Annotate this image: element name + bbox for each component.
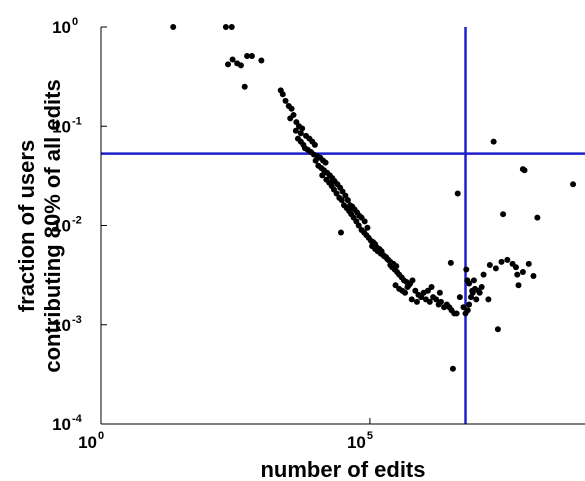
data-point [530, 272, 537, 279]
data-point [322, 159, 329, 166]
data-point [337, 229, 344, 236]
data-point [498, 258, 505, 265]
y-tick-exponent: -2 [72, 215, 82, 227]
data-point [228, 24, 235, 30]
data-point [519, 269, 526, 275]
data-point [463, 266, 470, 273]
data-point [478, 284, 485, 291]
data-point [492, 265, 499, 272]
data-points [170, 24, 577, 372]
data-point [514, 271, 521, 278]
y-tick-exponent: -4 [72, 413, 83, 425]
data-point [292, 127, 299, 134]
data-point [426, 298, 433, 305]
data-point [424, 287, 431, 294]
data-point [299, 125, 306, 132]
y-tick-label: 10 [52, 415, 71, 434]
data-point [485, 296, 492, 303]
x-tick-label: 10 [78, 433, 97, 452]
data-point [480, 271, 487, 278]
data-point [258, 57, 265, 64]
data-point [170, 24, 177, 30]
data-point [229, 56, 236, 63]
y-tick-exponent: 0 [72, 16, 78, 28]
data-point [408, 296, 415, 303]
data-point [361, 218, 368, 225]
data-point [409, 277, 416, 284]
x-axis-title: number of edits [260, 457, 425, 481]
data-point [344, 197, 351, 204]
y-tick-exponent: -3 [72, 314, 82, 326]
data-point [473, 296, 480, 303]
axes [100, 26, 585, 425]
x-tick-exponent: 5 [367, 430, 373, 442]
data-point [225, 61, 232, 68]
plot-area [101, 27, 585, 424]
data-point [469, 287, 476, 294]
data-point [248, 53, 255, 60]
data-point [466, 280, 473, 287]
data-point [282, 97, 289, 104]
data-point [433, 296, 440, 303]
data-point [437, 298, 444, 305]
data-point [447, 259, 454, 266]
y-axis-title: fraction of users contributing 80% of al… [14, 79, 65, 372]
reference-lines [101, 27, 585, 424]
data-point [311, 141, 318, 148]
tick-labels: 10 010 -110 -210 -310 -410 0 10 5 [52, 16, 373, 452]
data-point [428, 284, 435, 291]
data-point [570, 181, 577, 188]
data-point [460, 304, 467, 311]
data-point [402, 289, 409, 296]
data-point [241, 83, 248, 90]
data-point [515, 282, 522, 289]
y-tick-label: 10 [52, 217, 71, 236]
data-point [521, 167, 528, 174]
data-point [413, 298, 420, 305]
data-point [297, 130, 304, 137]
data-point [476, 289, 483, 296]
data-point [412, 287, 419, 294]
data-point [237, 62, 244, 69]
data-point [290, 111, 297, 118]
data-point [525, 260, 532, 267]
data-point [279, 91, 286, 98]
data-point [454, 190, 461, 197]
x-tick-exponent: 0 [98, 430, 104, 442]
data-point [312, 157, 319, 164]
data-point [504, 256, 511, 263]
data-point [355, 222, 362, 229]
data-point [494, 326, 501, 333]
data-point [534, 214, 541, 221]
x-tick-label: 10 [347, 433, 366, 452]
data-point [449, 365, 456, 372]
data-point [456, 294, 463, 301]
y-tick-exponent: -1 [72, 115, 82, 127]
data-point [436, 289, 443, 296]
data-point [338, 197, 345, 204]
y-axis-title-line-1: fraction of users [14, 140, 39, 312]
data-point [512, 264, 519, 271]
data-point [222, 24, 229, 30]
data-point [490, 138, 497, 145]
data-point [288, 105, 295, 112]
data-point [319, 172, 326, 179]
data-point [470, 277, 477, 284]
y-tick-label: 10 [52, 117, 71, 136]
data-point [393, 263, 400, 270]
data-point [486, 262, 493, 268]
data-point [342, 192, 349, 199]
data-point [464, 307, 471, 314]
data-point [466, 301, 473, 308]
y-tick-label: 10 [52, 316, 71, 335]
data-point [364, 224, 371, 231]
y-tick-label: 10 [52, 18, 71, 37]
data-point [500, 211, 507, 218]
y-axis-title-line-2: contributing 80% of all edits [40, 79, 65, 372]
data-point [333, 190, 340, 197]
data-point [244, 53, 251, 60]
data-point [453, 310, 460, 317]
